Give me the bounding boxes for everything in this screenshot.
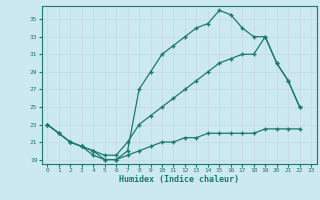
X-axis label: Humidex (Indice chaleur): Humidex (Indice chaleur): [119, 175, 239, 184]
